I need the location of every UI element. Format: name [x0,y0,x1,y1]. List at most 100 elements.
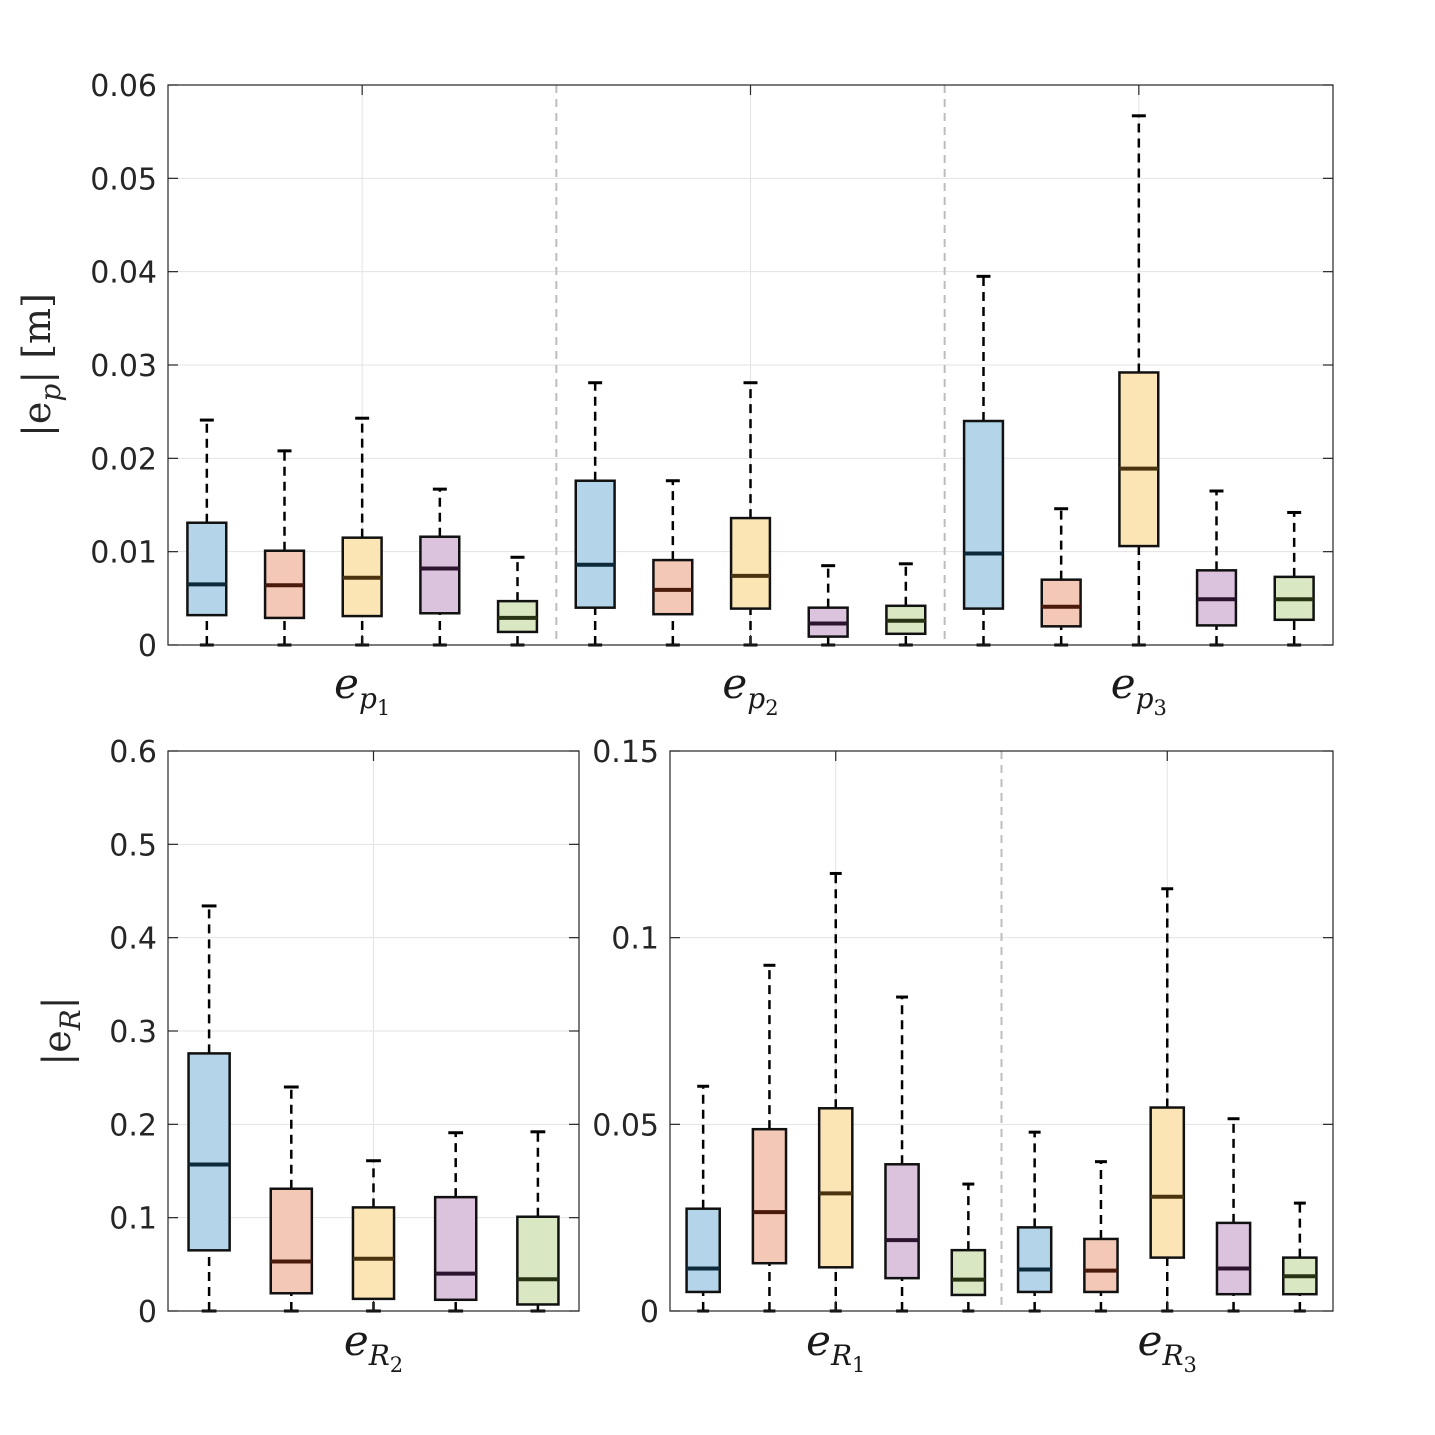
x-group-label: ep2 [722,659,778,720]
y-tick-label: 0.6 [109,735,157,770]
box-e_R2-3 [351,1159,396,1313]
label-subsub: 2 [390,1353,403,1377]
axes-frame [669,750,1334,1312]
box-e_p3-2 [1040,507,1082,647]
box-iqr [1083,1237,1119,1294]
box-iqr [1016,1226,1053,1294]
box-e_R2-4 [433,1131,478,1313]
box-e_p3-4 [1195,489,1238,647]
label-sub: p [1136,682,1154,715]
box-iqr [433,1195,478,1302]
box-e_R3-4 [1215,1117,1252,1313]
box-iqr [751,1127,788,1265]
box-e_p2-1 [574,381,616,647]
y-tick-label: 0.06 [90,69,157,104]
label-main: e [344,1316,369,1365]
label-main: e [334,659,359,708]
box-e_p2-2 [652,479,694,647]
box-iqr [1149,1106,1186,1259]
box-iqr [186,521,228,617]
x-group-label: eR1 [806,1316,865,1377]
y-tick-label: 0.15 [592,735,659,770]
box-iqr [729,516,772,610]
x-group-label: ep3 [1111,659,1167,720]
label-subsub: 1 [852,1353,865,1377]
box-e_p1-5 [496,555,539,647]
box-iqr [1040,578,1082,628]
y-axis-label: |ep| [m] [15,293,67,437]
box-e_p1-1 [186,418,228,647]
y-axis-label: |eR| [35,996,87,1065]
x-group-label: eR3 [1138,1316,1197,1377]
box-iqr [817,1107,854,1269]
box-e_p3-3 [1118,114,1160,647]
y-tick-label: 0 [640,1295,659,1330]
box-iqr [1118,371,1160,548]
y-tick-label: 0.2 [109,1108,157,1143]
box-iqr [950,1248,987,1297]
box-iqr [516,1215,560,1306]
label-sub: R [830,1339,852,1372]
y-tick-label: 0.01 [90,536,157,571]
ylabel-sub: p [34,384,67,402]
box-e_R1-1 [685,1084,721,1313]
y-tick-label: 0.02 [90,442,157,477]
y-tick-label: 0 [138,629,157,664]
y-tick-label: 0.1 [109,1202,157,1237]
label-sub: R [368,1339,390,1372]
label-sub: p [359,682,377,715]
ylabel-main: |e [15,402,59,437]
x-group-label: ep1 [334,659,390,720]
box-e_R1-4 [884,995,920,1313]
label-subsub: 3 [1154,696,1167,720]
y-tick-label: 0.3 [109,1015,157,1050]
x-group-label: eR2 [344,1316,403,1377]
label-subsub: 1 [377,696,390,720]
box-e_R2-2 [269,1085,314,1313]
label-sub: R [1161,1339,1183,1372]
label-main: e [806,1316,831,1365]
y-tick-label: 0 [138,1295,157,1330]
box-iqr [884,1163,920,1280]
ylabel-tail: | [m] [15,293,59,384]
label-sub: p [747,682,765,715]
box-e_p1-4 [419,487,461,647]
label-main: e [722,659,747,708]
label-main: e [1138,1316,1163,1365]
box-e_R2-5 [516,1130,560,1313]
box-iqr [652,558,694,616]
box-iqr [351,1206,396,1301]
box-iqr [269,1187,314,1295]
box-e_p2-4 [807,564,849,647]
box-iqr [187,1052,231,1252]
box-e_R3-1 [1016,1130,1053,1313]
label-subsub: 2 [765,696,778,720]
label-main: e [1111,659,1136,708]
ylabel-main: |e [35,1030,79,1065]
ylabel-sub: R [54,1009,87,1031]
box-e_R3-3 [1149,887,1186,1313]
box-iqr [419,535,461,615]
box-iqr [1215,1221,1252,1296]
box-e_R2-1 [187,904,231,1313]
box-e_p1-2 [263,449,306,647]
y-tick-label: 0.05 [592,1108,659,1143]
y-tick-label: 0.04 [90,256,157,291]
y-tick-label: 0.4 [109,922,157,957]
box-e_p2-3 [729,381,772,647]
y-tick-label: 0.03 [90,349,157,384]
y-tick-label: 0.1 [611,922,659,957]
y-tick-label: 0.5 [109,828,157,863]
box-e_R1-5 [950,1182,987,1313]
box-iqr [685,1207,721,1294]
label-subsub: 3 [1184,1353,1197,1377]
box-iqr [574,479,616,609]
ylabel-tail: | [35,996,79,1009]
box-iqr [962,419,1005,610]
box-e_R3-2 [1083,1160,1119,1313]
